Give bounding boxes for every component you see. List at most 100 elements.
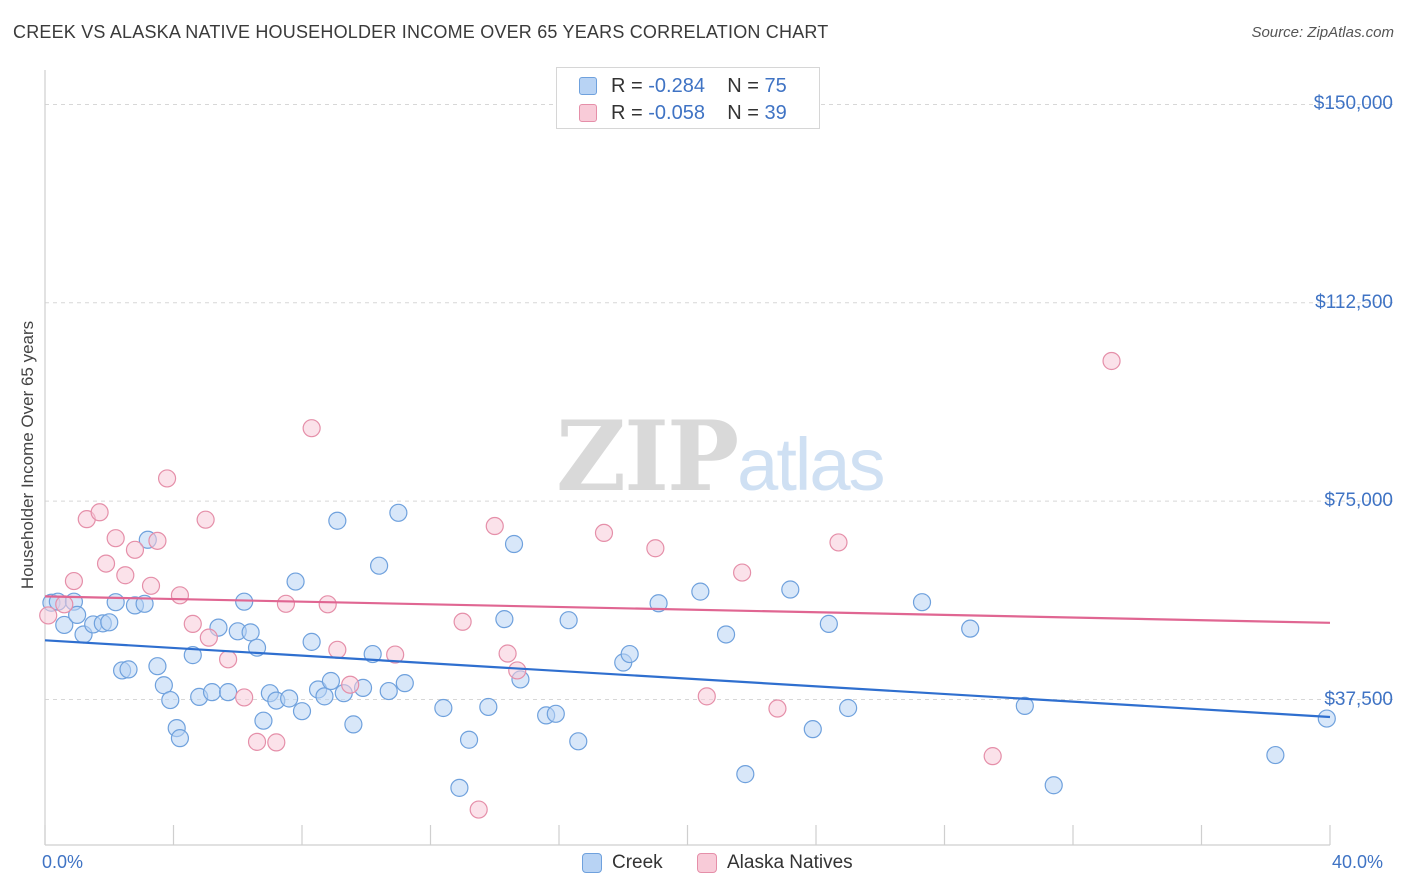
legend-alaska-label: Alaska Natives [727,852,853,873]
alaska-point-32 [646,539,665,558]
creek-point-67 [819,614,838,633]
creek-point-71 [1015,696,1034,715]
chart-title: CREEK VS ALASKA NATIVE HOUSEHOLDER INCOM… [13,22,829,42]
creek-point-57 [559,611,578,630]
creek-point-8 [100,613,119,632]
creek-point-19 [170,729,190,748]
creek-swatch [579,77,597,95]
alaska-point-26 [453,612,472,631]
creek-point-2 [55,615,74,635]
legend-alaska-swatch [697,853,717,873]
alaska-point-15 [199,628,218,647]
creek-point-60 [620,644,639,664]
creek-point-29 [254,711,273,730]
alaska-point-23 [328,640,347,659]
creek-point-41 [344,715,363,734]
alaska-point-18 [247,732,267,751]
alaska-point-16 [219,650,238,669]
alaska-point-35 [768,699,787,718]
creek-point-47 [395,674,414,693]
alaska-point-31 [594,523,614,543]
creek-point-46 [389,503,408,522]
creek-point-58 [569,732,588,751]
alaska-point-8 [125,540,145,559]
alaska-point-30 [508,661,527,680]
creek-point-9 [106,593,125,612]
creek-point-17 [161,690,180,710]
creek-point-49 [450,778,469,797]
creek-point-32 [280,689,299,708]
creek-r-label: R = [611,75,643,97]
creek-point-38 [321,671,341,691]
creek-point-70 [961,619,980,638]
alaska-point-19 [267,733,286,752]
alaska-point-0 [39,606,58,625]
alaska-r-value: -0.058 [648,102,705,124]
y-tick-label-0: $37,500 [1324,688,1393,710]
creek-point-44 [370,556,389,575]
y-tick-label-3: $150,000 [1313,93,1393,115]
creek-point-63 [716,625,736,644]
creek-point-15 [148,657,167,676]
creek-point-74 [1317,709,1336,728]
alaska-point-28 [485,516,504,536]
y-tick-label-1: $75,000 [1324,490,1393,512]
creek-point-39 [328,511,347,530]
creek-point-69 [912,593,932,612]
creek-point-27 [241,623,260,642]
legend-creek-swatch [582,853,602,873]
creek-point-53 [504,534,524,554]
creek-point-62 [691,582,710,601]
creek-point-45 [379,681,398,701]
alaska-point-24 [341,675,360,694]
creek-n-value: 75 [764,75,787,97]
alaska-point-6 [106,529,125,548]
creek-point-65 [781,580,800,599]
legend-creek-label: Creek [612,852,663,873]
alaska-point-25 [386,645,405,664]
alaska-r-label: R = [611,102,643,124]
creek-point-56 [546,704,565,723]
creek-point-35 [302,632,321,651]
creek-point-37 [315,687,334,706]
creek-point-22 [202,683,222,702]
creek-r-value: -0.284 [648,75,705,97]
creek-point-52 [495,610,514,629]
alaska-n-label: N = [727,102,759,124]
watermark-atlas: atlas [737,423,885,506]
alaska-point-27 [469,800,488,819]
alaska-point-7 [116,566,135,585]
alaska-point-21 [302,419,321,438]
alaska-trend-line [44,595,1331,624]
creek-point-73 [1266,745,1285,765]
alaska-point-13 [183,614,202,633]
alaska-point-22 [318,595,337,614]
creek-point-51 [479,697,498,717]
alaska-point-2 [64,571,84,591]
creek-trend-line [44,639,1331,719]
alaska-point-37 [983,747,1002,766]
alaska-point-9 [141,576,161,595]
watermark: ZIPatlas [556,400,885,513]
correlation-legend: R = -0.284 N = 75 R = -0.058 N = 39 [556,67,820,129]
y-tick-label-2: $112,500 [1315,291,1393,313]
creek-point-33 [286,572,305,591]
y-axis-label: Householder Income Over 65 years [18,320,37,590]
creek-point-34 [292,702,312,721]
alaska-point-5 [96,554,116,573]
creek-point-66 [803,720,822,739]
creek-point-64 [736,765,755,784]
creek-point-48 [434,698,453,718]
creek-point-24 [219,683,238,702]
alaska-n-value: 39 [764,102,787,124]
creek-point-61 [649,594,668,613]
alaska-point-20 [276,594,296,613]
alaska-point-29 [498,644,517,663]
creek-point-68 [839,698,858,718]
creek-point-11 [119,660,138,679]
alaska-point-10 [148,531,167,550]
creek-n-label: N = [727,75,759,97]
source-note: Source: ZipAtlas.com [1251,24,1394,41]
x-tick-label-min: 0.0% [42,852,84,872]
